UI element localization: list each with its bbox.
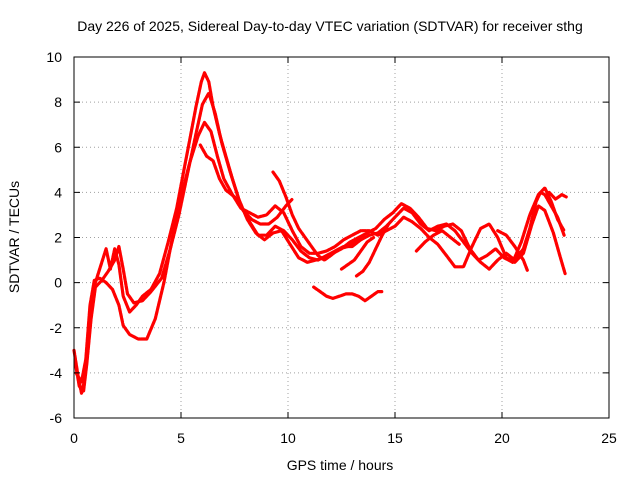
x-tick-label: 15 <box>387 430 403 446</box>
series-track-5 <box>271 170 367 262</box>
series-track-2 <box>73 91 566 393</box>
y-tick-label: -6 <box>50 410 63 426</box>
axis-ticks <box>73 56 610 419</box>
y-tick-label: -2 <box>50 320 63 336</box>
y-tick-label: 4 <box>54 184 62 200</box>
y-tick-label: 8 <box>54 94 62 110</box>
chart-title: Day 226 of 2025, Sidereal Day-to-day VTE… <box>77 18 583 34</box>
y-axis-label: SDTVAR / TECUs <box>6 181 22 293</box>
series-track-11 <box>547 190 568 201</box>
y-tick-label: 0 <box>54 275 62 291</box>
series-track-4 <box>198 143 294 226</box>
y-tick-label: 6 <box>54 139 62 155</box>
x-tick-label: 5 <box>177 430 185 446</box>
x-axis-label: GPS time / hours <box>287 457 394 473</box>
grid-lines <box>74 57 609 418</box>
y-tick-labels: -6 -4 -2 0 2 4 6 8 10 <box>46 49 62 426</box>
y-tick-label: 2 <box>54 230 62 246</box>
x-tick-label: 0 <box>70 430 78 446</box>
series-track-1 <box>72 71 566 395</box>
data-series <box>72 71 568 395</box>
x-tick-label: 25 <box>601 430 617 446</box>
series-track-9 <box>414 229 461 253</box>
x-tick-labels: 0 5 10 15 20 25 <box>70 430 617 446</box>
series-track-6 <box>312 285 384 303</box>
x-tick-label: 20 <box>494 430 510 446</box>
series-track-8 <box>354 222 391 278</box>
series-track-7 <box>339 235 376 271</box>
x-tick-label: 10 <box>280 430 296 446</box>
y-tick-label: 10 <box>46 49 62 65</box>
y-tick-label: -4 <box>50 365 63 381</box>
series-track-10 <box>496 229 530 273</box>
series-track-3 <box>74 120 567 384</box>
